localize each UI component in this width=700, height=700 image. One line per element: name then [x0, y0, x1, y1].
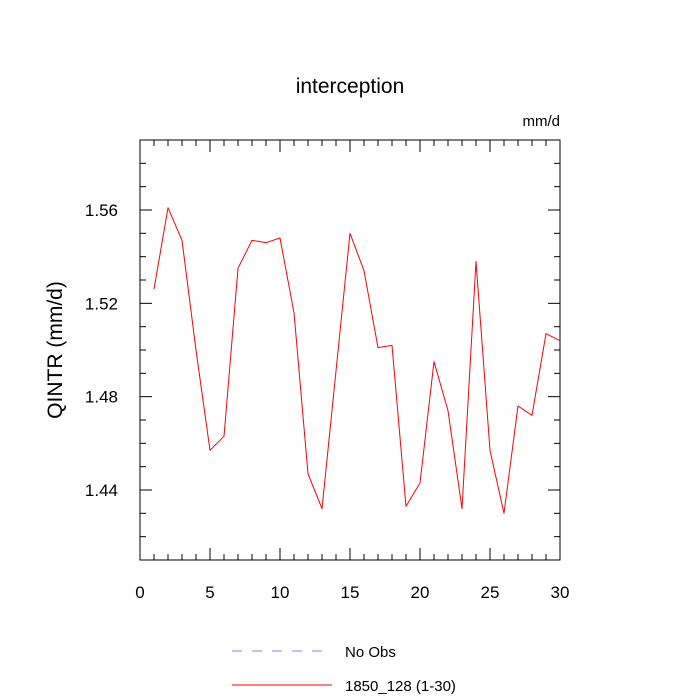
units-label: mm/d: [523, 113, 561, 130]
y-tick-label: 1.48: [85, 388, 118, 407]
x-tick-label: 30: [551, 583, 570, 602]
y-axis-label: QINTR (mm/d): [44, 281, 67, 419]
x-tick-label: 20: [411, 583, 430, 602]
legend: No Obs 1850_128 (1-30): [232, 644, 456, 695]
y-tick-label: 1.56: [85, 201, 118, 220]
y-tick-label: 1.52: [85, 294, 118, 313]
x-tick-label: 25: [481, 583, 500, 602]
y-tick-label: 1.44: [85, 481, 118, 500]
series-layer: [153, 207, 561, 514]
legend-label: No Obs: [345, 644, 396, 661]
tick-labels: 0 5 10 15 20 25 30 1.44 1.48 1.52 1.56: [85, 201, 570, 602]
axis-ticks: [139, 140, 561, 560]
plot-frame: [139, 139, 561, 561]
x-tick-label: 10: [271, 583, 290, 602]
legend-label: 1850_128 (1-30): [345, 678, 456, 695]
x-tick-label: 15: [341, 583, 360, 602]
chart-title: interception: [296, 75, 405, 98]
series-line: [153, 207, 561, 514]
x-tick-label: 5: [205, 583, 214, 602]
x-tick-label: 0: [135, 583, 144, 602]
